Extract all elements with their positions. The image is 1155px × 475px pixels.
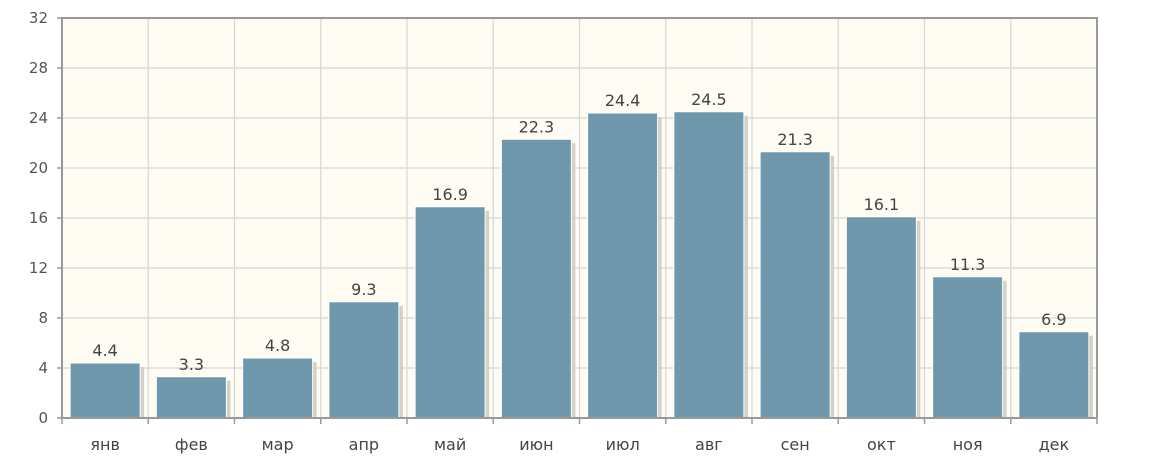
x-tick-label: май (434, 435, 466, 454)
y-tick-label: 0 (38, 409, 48, 427)
x-tick-label: янв (90, 435, 120, 454)
data-label: 16.1 (864, 195, 900, 214)
x-tick-label: дек (1039, 435, 1070, 454)
bar-май (414, 206, 486, 419)
y-tick-label: 20 (29, 159, 48, 177)
data-label: 24.5 (691, 90, 727, 109)
data-label: 24.4 (605, 91, 641, 110)
bar-ноя (932, 276, 1004, 419)
data-label: 4.8 (265, 336, 290, 355)
data-label: 6.9 (1041, 310, 1066, 329)
bar-layer (69, 111, 1093, 419)
x-tick-label: июн (519, 435, 553, 454)
y-tick-label: 16 (29, 209, 48, 227)
x-tick-label: фев (175, 435, 208, 454)
bar-сен (759, 151, 831, 419)
data-label: 16.9 (432, 185, 468, 204)
bar-мар (242, 357, 314, 419)
bar-окт (845, 216, 917, 419)
y-tick-label: 32 (29, 9, 48, 27)
bar-янв (69, 362, 141, 419)
bar-июл (587, 112, 659, 419)
bar-апр (328, 301, 400, 419)
data-label: 22.3 (519, 117, 555, 136)
x-tick-label: сен (781, 435, 810, 454)
x-tick-label: апр (349, 435, 379, 454)
bar-дек (1018, 331, 1090, 419)
data-label: 21.3 (777, 130, 813, 149)
axis-layer (57, 17, 1098, 424)
y-tick-label: 8 (38, 309, 48, 327)
y-tick-label: 12 (29, 259, 48, 277)
plot-frame (61, 17, 1098, 419)
x-tick-label: авг (695, 435, 723, 454)
data-label: 3.3 (179, 355, 204, 374)
data-label: 9.3 (351, 280, 376, 299)
y-tick-label: 24 (29, 109, 48, 127)
y-tick-label: 4 (38, 359, 48, 377)
y-tick-label: 28 (29, 59, 48, 77)
bar-июн (500, 138, 572, 419)
x-tick-label: ноя (953, 435, 983, 454)
x-tick-label: мар (262, 435, 294, 454)
bar-фев (155, 376, 227, 419)
x-tick-label: июл (606, 435, 640, 454)
bar-авг (673, 111, 745, 419)
label-layer: 0 4 8 12 16 20 24 28 32 4.4 янв 3.3 фев 4.8 мар 9.3 апр 1… (29, 9, 1070, 454)
x-tick-label: окт (867, 435, 896, 454)
data-label: 4.4 (92, 341, 117, 360)
data-label: 11.3 (950, 255, 986, 274)
